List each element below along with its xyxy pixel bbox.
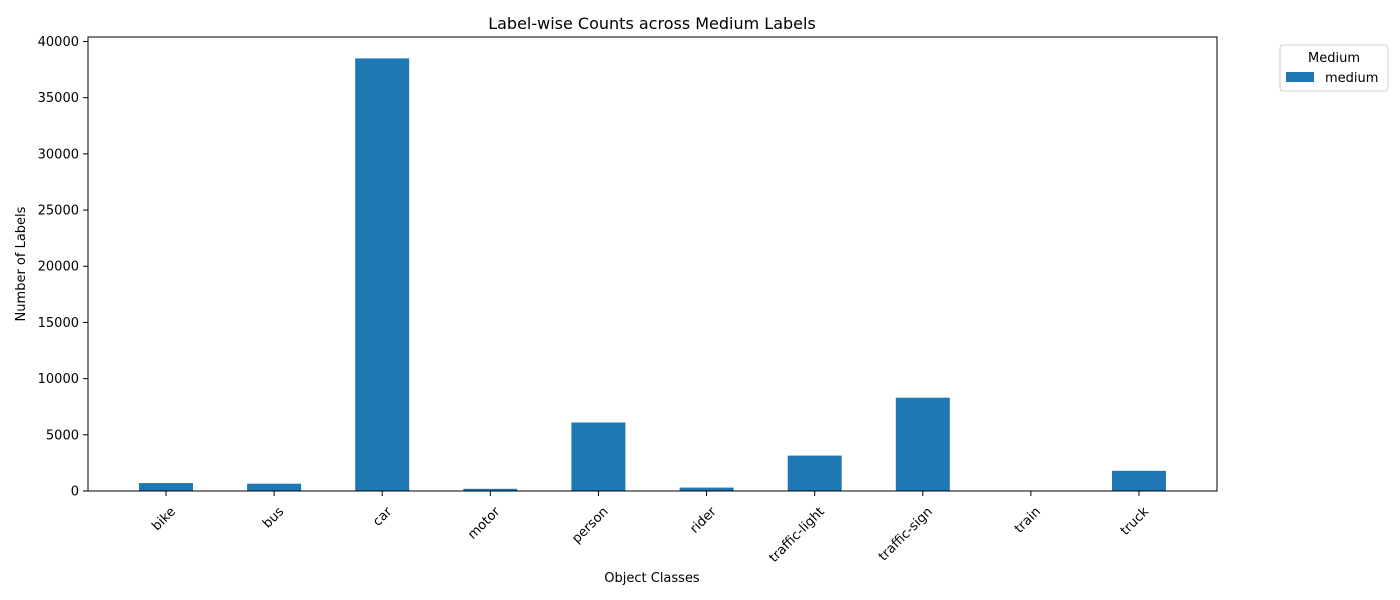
x-axis: bike bus car motor person rider traffic-light t… [149,491,1152,566]
x-tick-label-motor: motor [465,504,504,543]
legend-entry-medium: medium [1325,71,1378,86]
x-tick-label-truck: truck [1118,504,1153,539]
legend-swatch [1286,72,1314,82]
bar-car [355,58,410,492]
x-tick-label-car: car [370,504,396,530]
bars-group [139,58,1166,492]
x-tick-label-person: person [569,504,611,546]
y-tick-label: 20000 [38,260,79,275]
x-axis-label: Object Classes [604,571,700,586]
legend: Medium medium [1279,44,1389,92]
x-tick-label-rider: rider [687,504,720,537]
bar-rider [679,487,734,491]
x-tick-label-bus: bus [260,504,287,531]
x-tick-label-bike: bike [149,504,179,534]
plot-area [87,36,1218,492]
x-tick-label-traffic-light: traffic-light [766,504,827,565]
bar-bike [139,483,193,491]
x-tick-label-train: train [1012,504,1044,536]
bar-traffic-light [787,455,842,491]
y-tick-label: 40000 [38,35,79,50]
y-axis-label: Number of Labels [14,206,29,321]
y-tick-label: 30000 [38,147,79,162]
bar-person [571,422,626,491]
y-tick-label: 25000 [38,204,79,219]
y-tick-label: 10000 [38,372,79,387]
bar-traffic-sign [895,397,950,491]
y-axis: 0 5000 10000 15000 20000 25000 30000 35000 40000 [38,35,88,500]
y-tick-label: 35000 [38,91,79,106]
bar-truck [1112,470,1166,491]
bar-bus [247,483,302,491]
x-tick-label-traffic-sign: traffic-sign [876,504,936,564]
plot-frame [87,36,1218,492]
y-tick-label: 15000 [38,316,79,331]
chart-title: Label-wise Counts across Medium Labels [488,14,816,33]
y-tick-label: 0 [71,485,79,500]
bar-motor [463,488,518,491]
y-tick-label: 5000 [46,428,79,443]
legend-title: Medium [1308,51,1360,66]
